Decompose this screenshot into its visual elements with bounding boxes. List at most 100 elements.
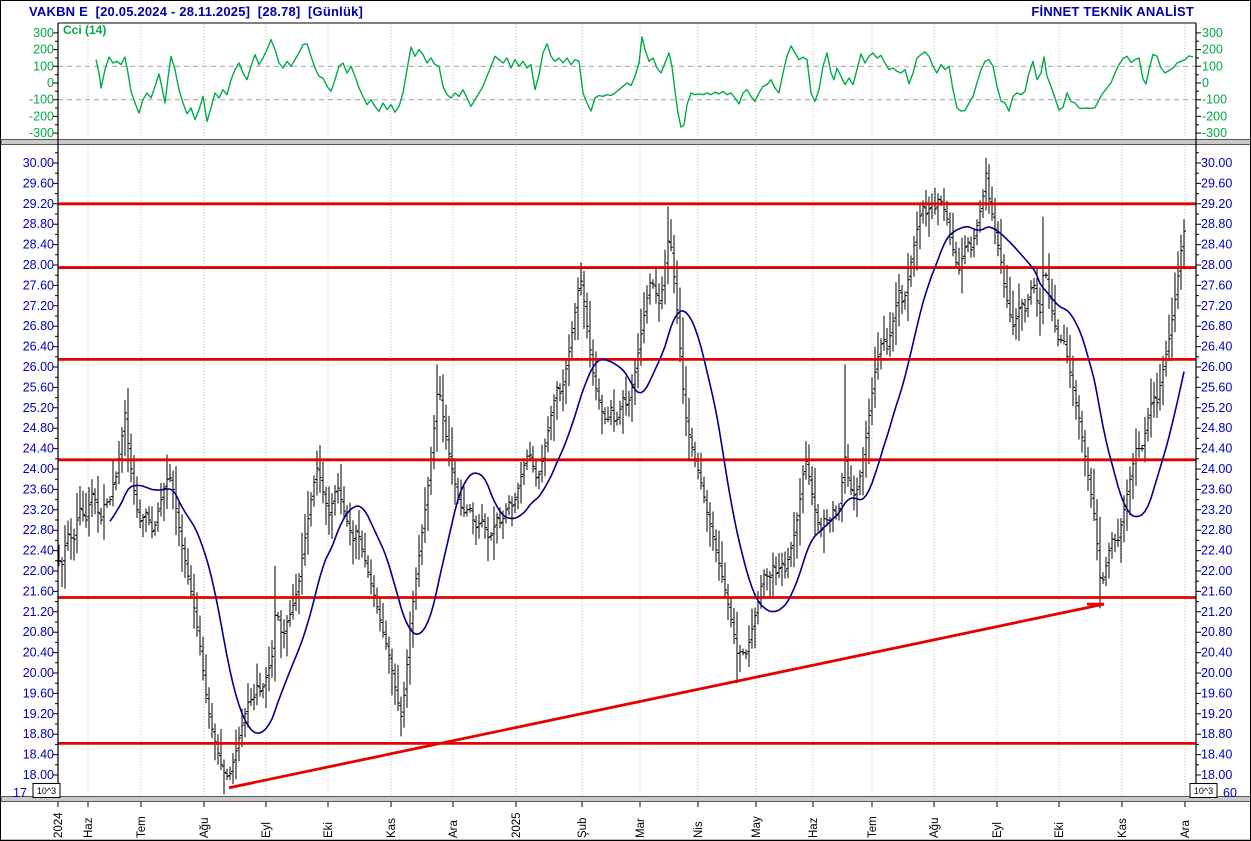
axis-label: 21.20: [1201, 605, 1232, 619]
x-axis-month-label: Eki: [1054, 822, 1066, 838]
axis-label: 22.40: [1201, 544, 1232, 558]
axis-label: 24.00: [1201, 462, 1232, 476]
scale-box-left: [32, 783, 61, 798]
panel-separator: [1, 139, 1250, 145]
x-axis-month-label: 2025: [511, 812, 523, 838]
axis-label: 27.60: [1201, 278, 1232, 292]
x-axis-month-label: Haz: [808, 817, 820, 838]
axis-label: 300: [1202, 26, 1223, 40]
axis-label: 18.40: [23, 748, 54, 762]
axis-label: 0: [1202, 76, 1209, 90]
axis-label: 30.00: [1201, 156, 1232, 170]
axis-label: 19.60: [1201, 686, 1232, 700]
brand-title: FİNNET TEKNİK ANALİST: [1031, 4, 1194, 19]
cci-line: [95, 36, 1194, 128]
price-axis-ticks: [53, 152, 1201, 786]
x-axis-ticks: [57, 802, 1186, 807]
axis-label: 23.20: [23, 503, 54, 517]
axis-label: 28.80: [23, 217, 54, 231]
axis-label: 29.60: [23, 176, 54, 190]
axis-label: 22.80: [23, 523, 54, 537]
axis-label: 22.00: [1201, 564, 1232, 578]
x-axis-month-label: Mar: [635, 818, 647, 838]
cci-axis-ticks: [53, 32, 1201, 134]
axis-label: 28.00: [1201, 258, 1232, 272]
axis-label: 30.00: [23, 156, 54, 170]
axis-label: 200: [1202, 43, 1223, 57]
axis-label: 22.80: [1201, 523, 1232, 537]
axis-label: 18.40: [1201, 748, 1232, 762]
chart-title: VAKBN E [20.05.2024 - 28.11.2025] [28.78…: [29, 4, 364, 19]
axis-label: 100: [1202, 59, 1223, 73]
axis-label: 27.20: [23, 299, 54, 313]
axis-label: 21.60: [23, 584, 54, 598]
axis-label: 20.40: [1201, 646, 1232, 660]
x-axis-month-label: Şub: [577, 818, 589, 838]
x-axis-month-label: Kas: [1117, 818, 1129, 838]
x-axis-month-label: Eyl: [992, 822, 1004, 838]
axis-label: 23.20: [1201, 503, 1232, 517]
cci-legend-label: Cci (14): [63, 23, 106, 37]
axis-label: -300: [29, 126, 54, 140]
x-axis-month-label: Eki: [323, 822, 335, 838]
axis-label: -300: [1202, 126, 1227, 140]
axis-label: 17: [13, 786, 27, 800]
axis-label: 26.40: [23, 340, 54, 354]
axis-label: 24.80: [1201, 421, 1232, 435]
axis-label: 10^3: [1194, 786, 1213, 796]
x-axis-month-label: Haz: [83, 817, 95, 838]
axis-label: 19.60: [23, 686, 54, 700]
axis-label: 18.00: [23, 768, 54, 782]
axis-label: 20.40: [23, 646, 54, 660]
axis-label: 18.00: [1201, 768, 1232, 782]
axis-label: 10^3: [37, 786, 56, 796]
axis-label: 26.00: [23, 360, 54, 374]
moving-average-line: [109, 225, 1185, 734]
axis-label: 20.80: [23, 625, 54, 639]
axis-label: 26.80: [23, 319, 54, 333]
axis-label: -200: [29, 109, 54, 123]
axis-label: 28.80: [1201, 217, 1232, 231]
axis-label: 24.40: [1201, 442, 1232, 456]
cci-month-gridlines: [87, 24, 1186, 138]
axis-label: 18.80: [1201, 727, 1232, 741]
axis-label: 24.00: [23, 462, 54, 476]
price-month-gridlines: [87, 146, 1186, 796]
axis-label: 27.20: [1201, 299, 1232, 313]
axis-label: 29.60: [1201, 176, 1232, 190]
axis-label: 18.80: [23, 727, 54, 741]
x-axis-month-label: Kas: [386, 818, 398, 838]
x-axis-month-label: Ara: [1180, 820, 1192, 839]
axis-label: 29.20: [1201, 197, 1232, 211]
x-axis-month-label: Tem: [136, 816, 148, 838]
axis-label: 200: [33, 43, 54, 57]
axis-label: -100: [29, 93, 54, 107]
axis-label: 100: [33, 59, 54, 73]
axis-label: 0: [47, 76, 54, 90]
axis-label: 20.00: [23, 666, 54, 680]
axis-label: 300: [33, 26, 54, 40]
price-bars: [58, 157, 1185, 795]
axis-label: 28.40: [23, 238, 54, 252]
x-axis-month-label: Ağu: [929, 818, 941, 838]
axis-label: 25.20: [1201, 401, 1232, 415]
axis-label: 27.60: [23, 278, 54, 292]
axis-label: 22.40: [23, 544, 54, 558]
axis-label: 24.80: [23, 421, 54, 435]
x-axis-month-label: Tem: [867, 816, 879, 838]
axis-label: 25.20: [23, 401, 54, 415]
x-axis-month-label: Ağu: [199, 818, 211, 838]
axis-label: 21.20: [23, 605, 54, 619]
axis-label: 19.20: [23, 707, 54, 721]
axis-label: 26.00: [1201, 360, 1232, 374]
axis-label: 26.80: [1201, 319, 1232, 333]
axis-label: 29.20: [23, 197, 54, 211]
axis-label: 28.40: [1201, 238, 1232, 252]
price-open-close-ticks: [57, 172, 1186, 777]
axis-label: 22.00: [23, 564, 54, 578]
axis-label: 20.80: [1201, 625, 1232, 639]
axis-label: 21.60: [1201, 584, 1232, 598]
x-axis-month-label: 2024: [53, 812, 65, 838]
